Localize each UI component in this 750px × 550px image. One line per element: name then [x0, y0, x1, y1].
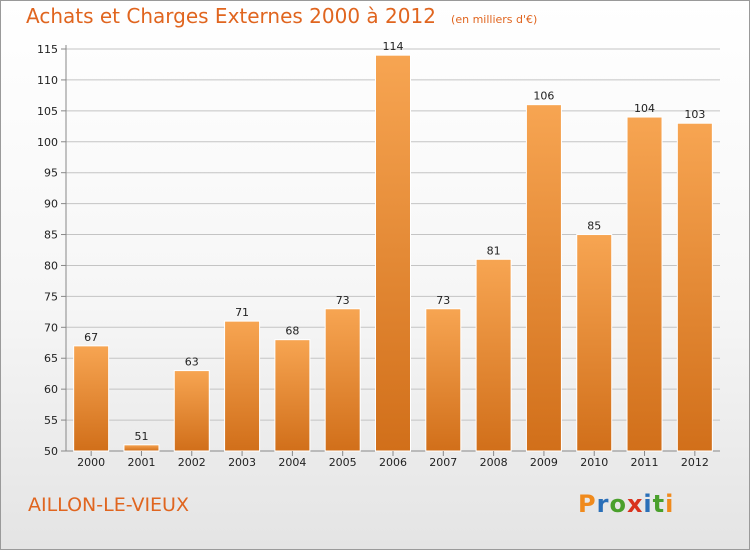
bar-2008 — [475, 258, 512, 452]
y-tick-label: 105 — [37, 105, 58, 118]
bar-2010 — [576, 234, 613, 452]
value-label-2009: 106 — [533, 90, 554, 103]
value-label-2012: 103 — [684, 108, 705, 121]
x-tick-label-2011: 2011 — [631, 456, 659, 469]
bar-2000 — [73, 345, 110, 452]
x-tick-label-2006: 2006 — [379, 456, 407, 469]
bar-2007 — [425, 308, 462, 452]
x-tick-label-2002: 2002 — [178, 456, 206, 469]
x-tick-label-2003: 2003 — [228, 456, 256, 469]
value-label-2002: 63 — [185, 356, 199, 369]
value-label-2004: 68 — [285, 325, 299, 338]
y-tick-label: 110 — [37, 74, 58, 87]
y-tick-label: 100 — [37, 136, 58, 149]
y-tick-label: 75 — [44, 290, 58, 303]
y-tick-label: 70 — [44, 321, 58, 334]
y-tick-label: 50 — [44, 445, 58, 458]
y-tick-label: 95 — [44, 167, 58, 180]
x-tick-label-2008: 2008 — [480, 456, 508, 469]
chart-header: Achats et Charges Externes 2000 à 2012 (… — [26, 4, 537, 28]
x-tick-label-2000: 2000 — [77, 456, 105, 469]
bar-2004 — [274, 339, 311, 452]
chart-title: Achats et Charges Externes 2000 à 2012 — [26, 4, 436, 28]
y-tick-label: 80 — [44, 259, 58, 272]
value-label-2005: 73 — [336, 294, 350, 307]
y-tick-label: 85 — [44, 229, 58, 242]
bar-2005 — [324, 308, 361, 452]
y-tick-labels: 50 55 60 65 70 75 80 85 90 95 100 105 110 115 — [37, 43, 58, 458]
x-tick-labels: 2000 2001 2002 2003 2004 2005 2006 2007 2008 2009… — [77, 451, 709, 469]
value-labels: 67 51 63 71 68 73 114 73 81 106 85 104 103 — [84, 40, 705, 443]
y-tick-label: 90 — [44, 198, 58, 211]
x-tick-label-2010: 2010 — [580, 456, 608, 469]
bars — [73, 54, 713, 452]
value-label-2006: 114 — [383, 40, 404, 53]
value-label-2003: 71 — [235, 306, 249, 319]
x-tick-label-2009: 2009 — [530, 456, 558, 469]
value-label-2000: 67 — [84, 331, 98, 344]
bar-2003 — [224, 320, 261, 452]
y-tick-label: 55 — [44, 414, 58, 427]
value-label-2008: 81 — [487, 244, 501, 257]
y-tick-label: 65 — [44, 352, 58, 365]
value-label-2001: 51 — [134, 430, 148, 443]
bar-2001 — [123, 444, 160, 452]
value-label-2010: 85 — [587, 220, 601, 233]
x-tick-label-2012: 2012 — [681, 456, 709, 469]
x-tick-label-2001: 2001 — [127, 456, 155, 469]
chart-subtitle: (en milliers d'€) — [451, 13, 538, 26]
x-tick-label-2004: 2004 — [278, 456, 306, 469]
value-label-2011: 104 — [634, 102, 655, 115]
bar-2009 — [525, 104, 562, 452]
value-label-2007: 73 — [436, 294, 450, 307]
y-tick-label: 115 — [37, 43, 58, 56]
x-tick-label-2007: 2007 — [429, 456, 457, 469]
bar-2006 — [375, 54, 411, 452]
bar-2011 — [626, 116, 663, 452]
bar-2002 — [173, 370, 210, 452]
y-tick-label: 60 — [44, 383, 58, 396]
commune-name: AILLON-LE-VIEUX — [28, 494, 189, 516]
x-tick-label-2005: 2005 — [329, 456, 357, 469]
bar-2012 — [676, 122, 713, 452]
proxiti-logo: Proxiti — [578, 490, 675, 518]
